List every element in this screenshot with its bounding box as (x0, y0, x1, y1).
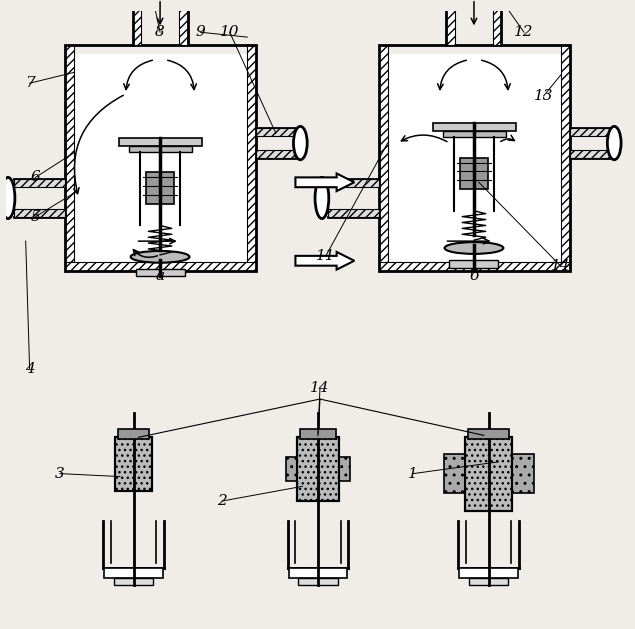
Bar (450, 260, 498, 267)
Bar (129, 146, 192, 152)
Text: 1: 1 (408, 467, 418, 481)
Text: 12: 12 (514, 25, 534, 39)
FancyArrow shape (295, 252, 354, 270)
Text: 6: 6 (30, 170, 41, 184)
Bar (379, 45, 570, 270)
Bar (114, 577, 153, 586)
Bar (14, 179, 65, 187)
Text: 9: 9 (196, 25, 205, 39)
Text: 11: 11 (316, 249, 335, 263)
Bar (115, 437, 152, 491)
Bar (65, 45, 256, 270)
Bar (379, 45, 387, 270)
Bar (561, 45, 570, 270)
Bar (469, 577, 508, 586)
Bar (379, 262, 570, 270)
Ellipse shape (444, 242, 504, 254)
Bar (446, 0, 455, 45)
Text: 14: 14 (311, 381, 330, 395)
Ellipse shape (607, 126, 621, 160)
Bar (256, 128, 295, 136)
FancyArrow shape (295, 174, 354, 191)
Bar (468, 430, 509, 439)
Bar (104, 568, 163, 577)
Bar (297, 437, 338, 501)
Bar (459, 568, 518, 577)
Ellipse shape (131, 251, 189, 263)
Text: 8: 8 (155, 25, 165, 39)
Bar (570, 150, 610, 158)
Ellipse shape (293, 126, 307, 160)
Bar (298, 577, 338, 586)
Text: 7: 7 (25, 76, 34, 90)
Bar (297, 437, 338, 501)
Bar (338, 457, 351, 481)
Bar (256, 150, 295, 158)
Bar (387, 54, 561, 262)
Text: 5: 5 (30, 209, 41, 224)
Bar (570, 128, 610, 136)
Text: 3: 3 (55, 467, 65, 481)
Bar (248, 45, 256, 270)
Bar (65, 45, 74, 270)
Text: 10: 10 (220, 25, 239, 39)
Bar (493, 0, 502, 45)
Text: 2: 2 (217, 494, 227, 508)
Bar (443, 454, 465, 493)
Ellipse shape (1, 177, 15, 219)
Bar (115, 437, 152, 491)
Text: 14: 14 (551, 259, 570, 272)
Bar (65, 262, 256, 270)
Bar (512, 454, 534, 493)
Text: 4: 4 (25, 362, 34, 376)
Bar (328, 209, 379, 216)
Bar (288, 568, 347, 577)
Bar (118, 430, 149, 439)
Bar (433, 123, 516, 131)
Bar (146, 172, 174, 204)
Bar (465, 437, 512, 511)
Bar (328, 179, 379, 187)
Text: б: б (469, 269, 479, 284)
Bar (133, 0, 142, 45)
Bar (14, 209, 65, 216)
Text: а: а (156, 269, 164, 284)
Bar (460, 158, 488, 189)
Text: 13: 13 (534, 89, 553, 103)
Bar (465, 437, 512, 511)
Bar (286, 457, 297, 481)
Bar (178, 0, 187, 45)
Bar (443, 131, 506, 137)
Bar (119, 138, 202, 146)
Ellipse shape (315, 177, 329, 219)
Bar (74, 54, 248, 262)
Bar (135, 269, 185, 277)
Bar (300, 430, 336, 439)
